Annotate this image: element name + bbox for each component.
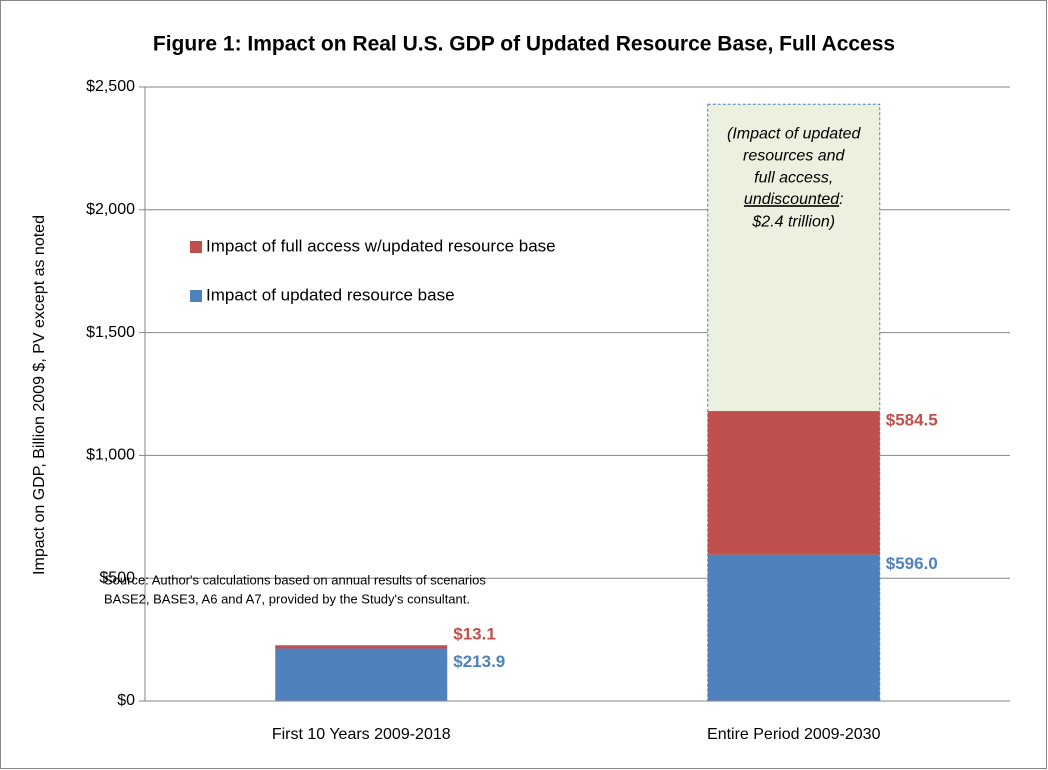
legend-swatch (190, 290, 202, 302)
annotation-text: full access, (754, 169, 833, 186)
y-tick-label: $2,500 (86, 78, 135, 95)
x-tick-label: First 10 Years 2009-2018 (272, 726, 451, 743)
legend-label: Impact of updated resource base (206, 285, 455, 304)
bar-segment (707, 411, 880, 555)
y-tick-label: $0 (117, 692, 135, 709)
source-note: BASE2, BASE3, A6 and A7, provided by the… (104, 591, 470, 606)
source-note: Source: Author's calculations based on a… (104, 572, 486, 587)
y-tick-label: $2,000 (86, 201, 135, 218)
annotation-text: (Impact of updated (727, 125, 862, 142)
y-tick-label: $500 (99, 569, 135, 586)
annotation-text: $2.4 trillion) (751, 213, 835, 230)
x-tick-label: Entire Period 2009-2030 (707, 726, 881, 743)
annotation-text: resources and (743, 147, 845, 164)
annotation-underlined: undiscounted (744, 191, 840, 208)
bar-segment (707, 554, 880, 701)
legend-swatch (190, 241, 202, 253)
annotation-text: undiscounted: (744, 191, 844, 208)
y-tick-label: $1,000 (86, 447, 135, 464)
data-label: $213.9 (453, 652, 505, 671)
data-label: $596.0 (886, 554, 938, 573)
data-label: $13.1 (453, 625, 496, 644)
legend-label: Impact of full access w/updated resource… (206, 236, 556, 255)
y-tick-label: $1,500 (86, 324, 135, 341)
data-label: $584.5 (886, 411, 938, 430)
bar-segment (275, 645, 448, 649)
bar-segment (275, 648, 448, 701)
y-axis-title: Impact on GDP, Billion 2009 $, PV except… (31, 215, 48, 575)
chart-title: Figure 1: Impact on Real U.S. GDP of Upd… (153, 33, 895, 56)
annotation-colon: : (839, 191, 843, 208)
